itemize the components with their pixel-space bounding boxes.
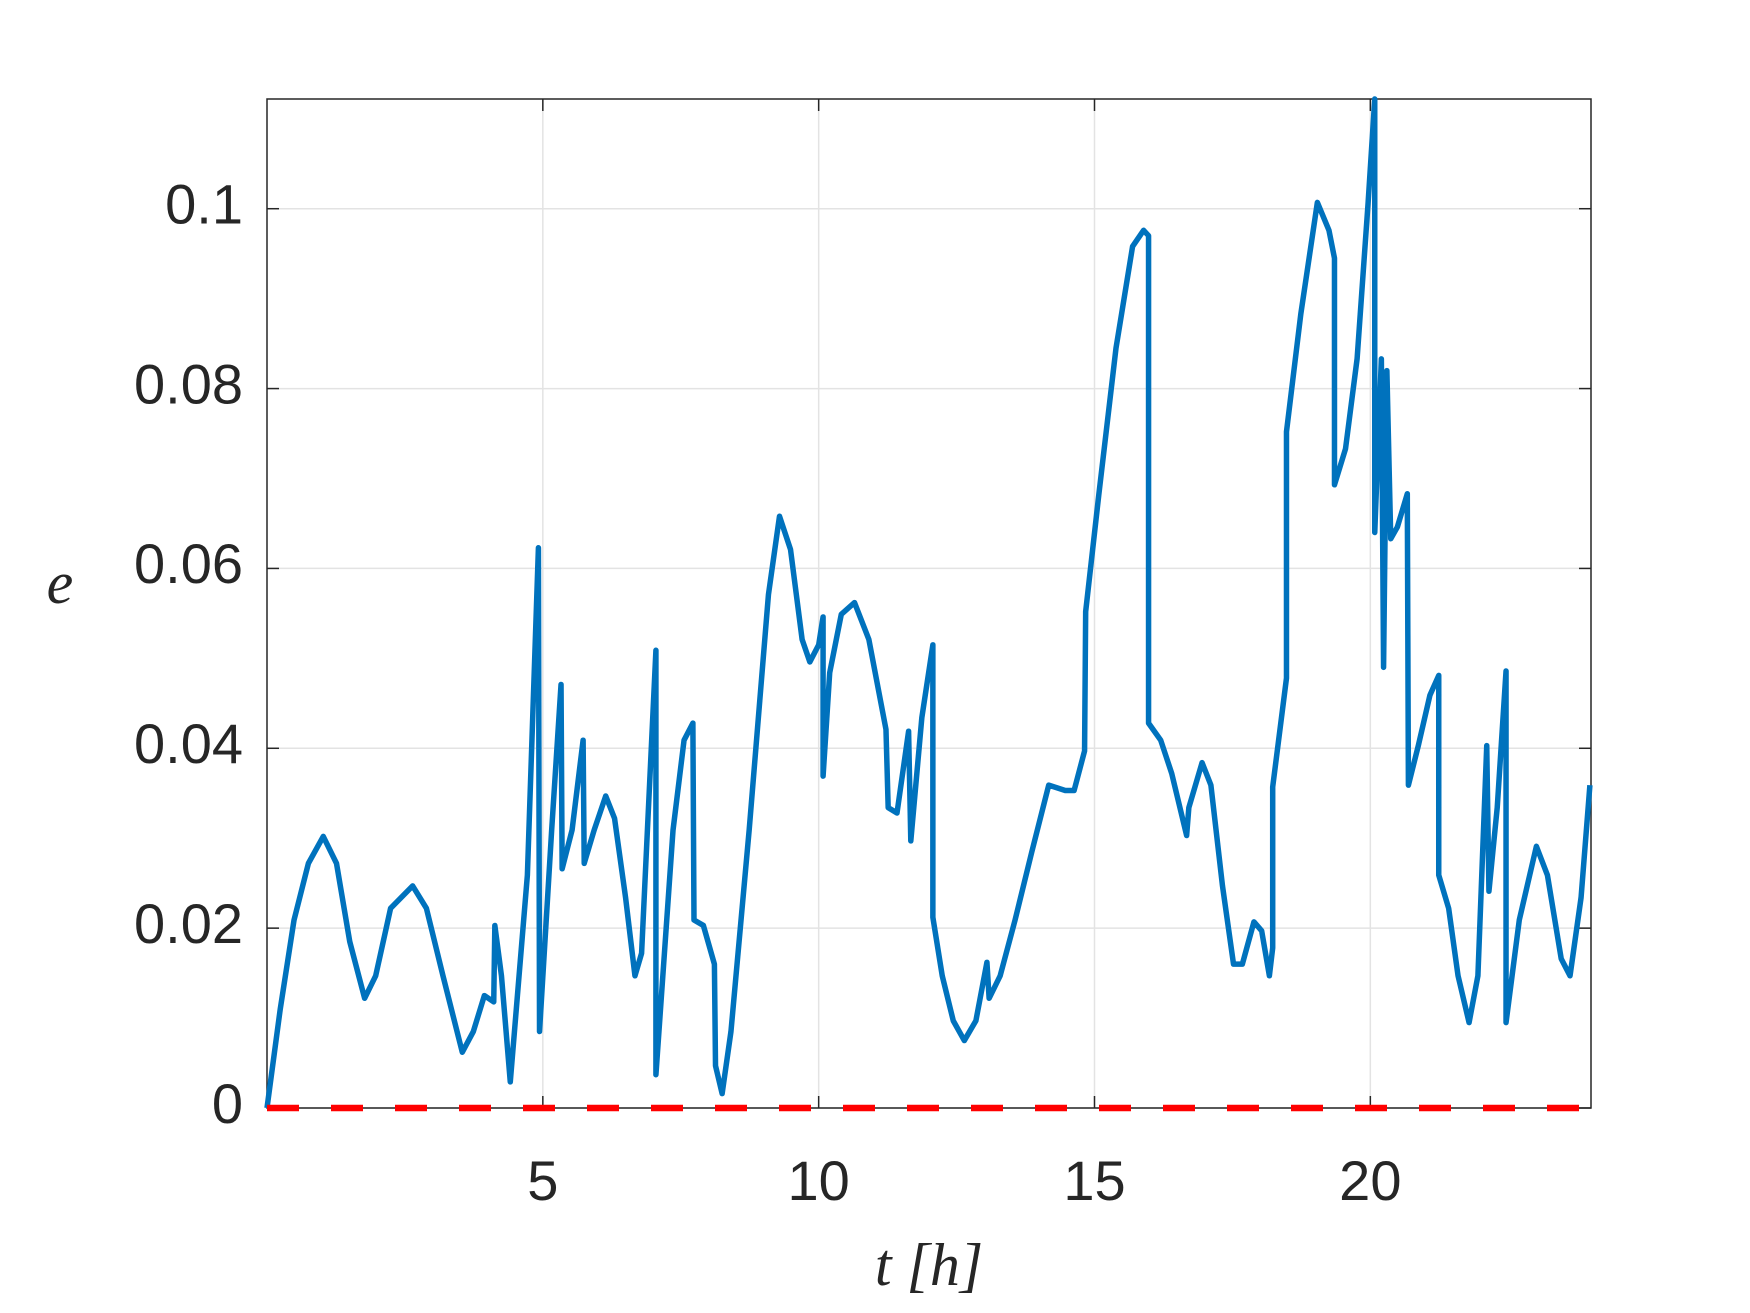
y-tick-label: 0.06 (134, 532, 243, 595)
y-tick-label: 0 (212, 1072, 243, 1135)
y-tick-label: 0.08 (134, 352, 243, 415)
x-tick-label: 5 (527, 1149, 558, 1212)
x-tick-label: 10 (788, 1149, 850, 1212)
x-tick-label: 15 (1063, 1149, 1125, 1212)
y-tick-label: 0.04 (134, 712, 243, 775)
y-tick-label: 0.1 (165, 173, 243, 236)
x-axis-label: t [h] (875, 1232, 983, 1298)
y-axis-label: e (47, 550, 74, 616)
x-tick-label: 20 (1339, 1149, 1401, 1212)
series-line (264, 96, 1593, 1109)
y-tick-label: 0.02 (134, 892, 243, 955)
plot-area (267, 99, 1591, 1108)
